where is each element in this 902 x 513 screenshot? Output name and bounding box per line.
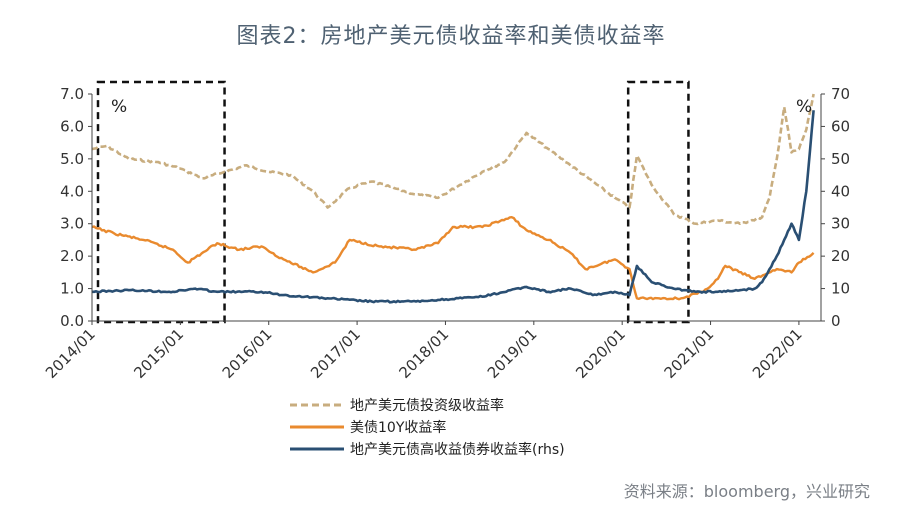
y-right-tick-label: 60 (831, 117, 850, 135)
chart-title: 图表2：房地产美元债收益率和美债收益率 (236, 24, 666, 49)
x-tick-label: 2017/01 (307, 325, 364, 382)
y-left-tick-label: 5.0 (60, 150, 84, 168)
x-tick-label: 2014/01 (42, 325, 99, 382)
y-right-tick-label: 10 (831, 280, 850, 298)
x-tick-label: 2019/01 (484, 325, 541, 382)
y-left-tick-label: 4.0 (60, 182, 84, 200)
highlight-box-2 (626, 80, 690, 324)
highlight-boxes (96, 80, 690, 324)
x-tick-label: 2016/01 (219, 325, 276, 382)
left-unit-label: % (111, 97, 127, 117)
legend-label-2: 美债10Y收益率 (350, 419, 446, 436)
right-unit-label: % (796, 97, 812, 117)
source-note: 资料来源：bloomberg，兴业研究 (623, 482, 870, 501)
x-tick-label: 2022/01 (749, 325, 806, 382)
y-left-tick-label: 0.0 (60, 312, 84, 330)
y-right-tick-label: 70 (831, 85, 850, 103)
y-left-tick-label: 3.0 (60, 215, 84, 233)
series-lines (91, 93, 815, 304)
y-right-tick-label: 0 (831, 312, 841, 330)
x-tick-label: 2015/01 (130, 325, 187, 382)
x-tick-label: 2020/01 (572, 325, 629, 382)
legend-label-1: 地产美元债投资级收益率 (350, 397, 504, 414)
y-right-tick-label: 50 (831, 150, 850, 168)
y-left-tick-label: 7.0 (60, 85, 84, 103)
y-left-tick-label: 2.0 (60, 247, 84, 265)
x-tick-label: 2018/01 (395, 325, 452, 382)
series-line-2 (91, 216, 815, 301)
y-left-tick-label: 1.0 (60, 280, 84, 298)
x-tick-label: 2021/01 (661, 325, 718, 382)
y-right-tick-label: 30 (831, 215, 850, 233)
series-line-3 (92, 110, 815, 304)
y-right-tick-label: 40 (831, 182, 850, 200)
legend-label-3: 地产美元债高收益债券收益率(rhs) (350, 441, 565, 458)
highlight-box-1 (96, 80, 226, 324)
y-left-tick-label: 6.0 (60, 117, 84, 135)
series-line-1 (91, 93, 815, 226)
y-right-tick-label: 20 (831, 247, 850, 265)
